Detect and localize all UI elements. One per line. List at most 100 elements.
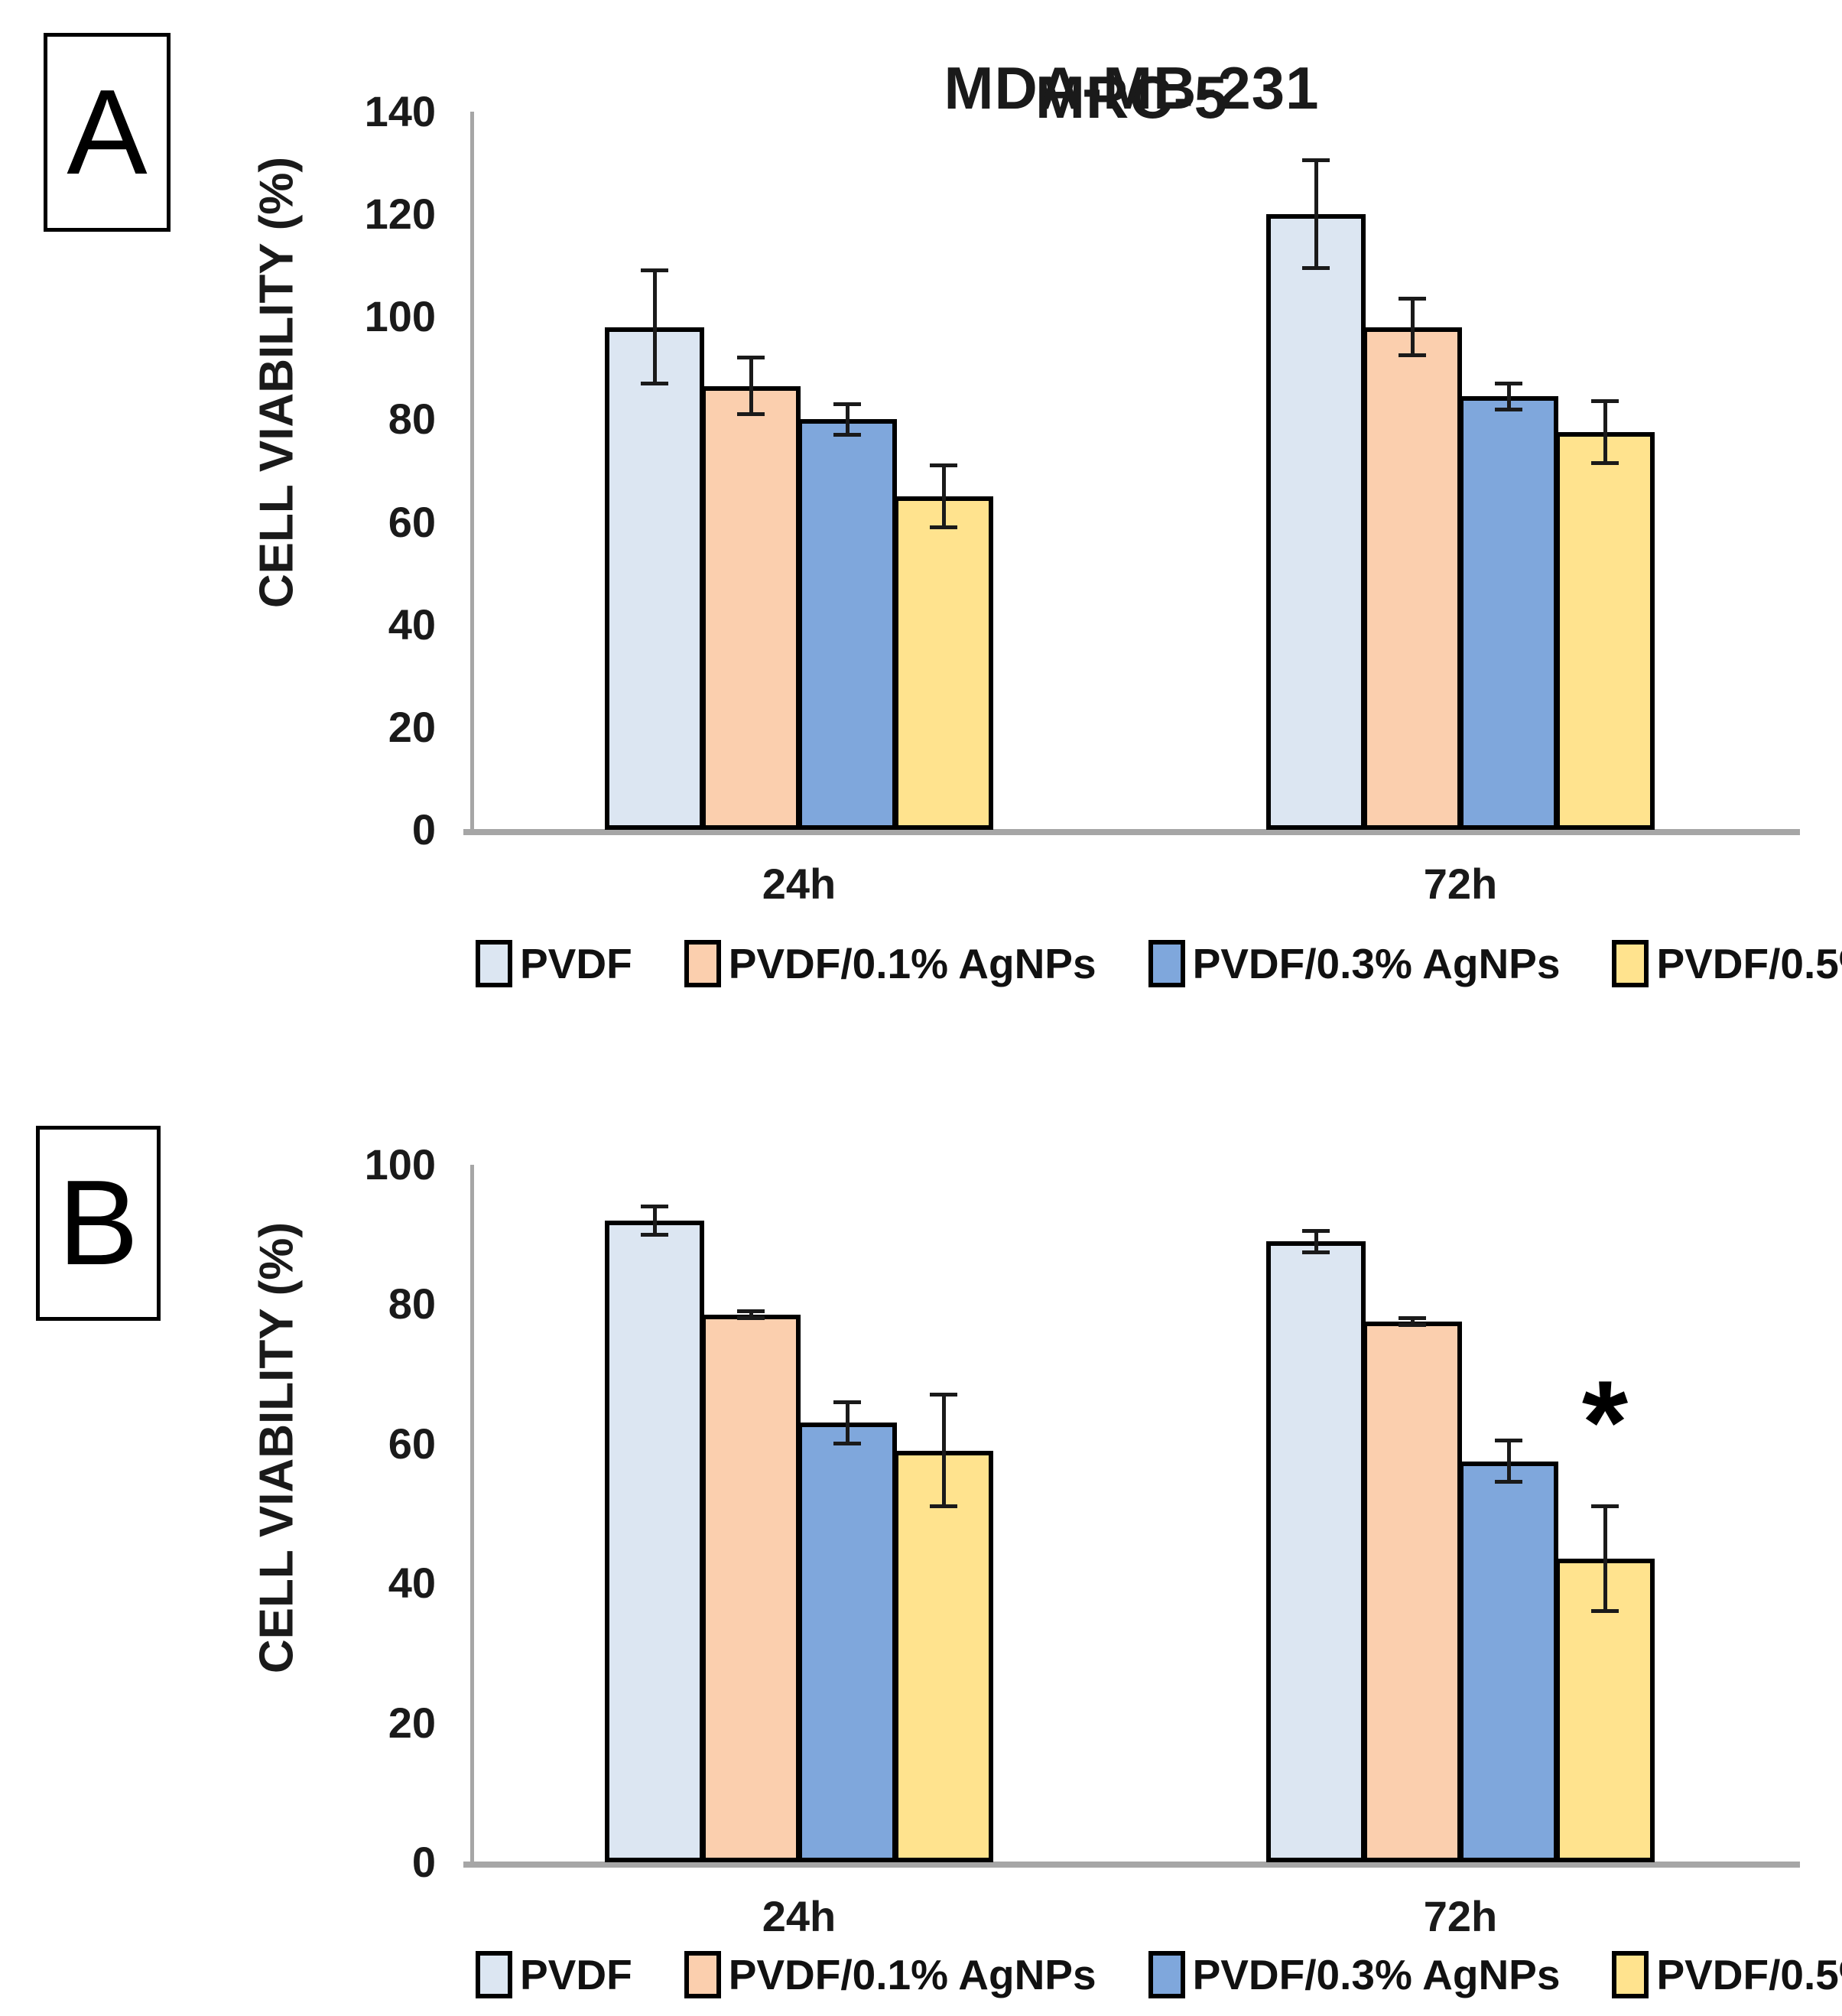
error-bar-cap xyxy=(1591,1609,1619,1614)
error-bar-cap xyxy=(833,1442,861,1446)
y-tick-label: 40 xyxy=(388,1559,436,1608)
error-bar xyxy=(749,357,753,415)
bar-72h-pvdf-0-1-agnps xyxy=(1363,1322,1462,1862)
y-tick-label: 60 xyxy=(388,497,436,546)
legend-label: PVDF/0.3% AgNPs xyxy=(1192,940,1561,987)
error-bar-cap xyxy=(737,412,765,417)
error-bar-cap xyxy=(1591,460,1619,465)
error-bar-cap xyxy=(1302,266,1330,271)
chart-a-legend: PVDF PVDF/0.1% AgNPs PVDF/0.3% AgNPs PVDF/0… xyxy=(476,939,1842,988)
y-tick-label: 80 xyxy=(388,395,436,444)
error-bar-cap xyxy=(930,1393,957,1397)
bar-24h-pvdf-0-5-agnps xyxy=(894,496,993,830)
legend-item: PVDF/0.5% AgNPs xyxy=(1612,1950,1842,1999)
bar-72h-pvdf-0-1-agnps xyxy=(1363,327,1462,830)
panel-b-label: B xyxy=(57,1156,139,1290)
error-bar-cap xyxy=(1495,1438,1522,1442)
panel-b: B MDA-MB-231 CELL VIABILITY (%) 0 20 40 60 8… xyxy=(0,54,1842,2016)
panel-a: A MRC-5 CELL VIABILITY (%) 0 20 40 60 80 100 1… xyxy=(44,33,1842,988)
y-tick-label: 100 xyxy=(364,1140,436,1188)
error-bar-cap xyxy=(1591,1504,1619,1509)
legend-label: PVDF/0.1% AgNPs xyxy=(728,1951,1096,1998)
error-bar-cap xyxy=(930,525,957,529)
error-bar-cap xyxy=(737,1316,765,1321)
error-bar-cap xyxy=(1495,1480,1522,1484)
error-bar-cap xyxy=(1495,407,1522,411)
legend-item: PVDF xyxy=(476,939,632,988)
error-bar-cap xyxy=(833,433,861,437)
x-category-label: 24h xyxy=(762,1892,837,1940)
error-bar-cap xyxy=(1495,381,1522,385)
legend-item: PVDF/0.1% AgNPs xyxy=(684,939,1096,988)
y-axis-line xyxy=(470,112,474,830)
legend-swatch xyxy=(684,1951,721,1998)
error-bar-cap xyxy=(833,402,861,406)
panel-a-label-box: A xyxy=(44,33,171,232)
bar-24h-pvdf-0-5-agnps xyxy=(894,1450,993,1862)
error-bar xyxy=(845,1402,850,1444)
y-tick-label: 0 xyxy=(411,1838,436,1886)
legend-swatch xyxy=(684,940,721,987)
error-bar xyxy=(941,465,946,528)
error-bar xyxy=(1410,298,1415,356)
legend-item: PVDF/0.5% AgNPs xyxy=(1612,939,1842,988)
legend-item: PVDF xyxy=(476,1950,632,1999)
error-bar-cap xyxy=(1399,1323,1426,1328)
x-category-label: 72h xyxy=(1423,1892,1498,1940)
significance-asterisk: * xyxy=(1581,1355,1629,1488)
legend-label: PVDF/0.5% AgNPs xyxy=(1656,940,1842,987)
error-bar xyxy=(845,404,850,435)
error-bar-cap xyxy=(737,356,765,360)
error-bar-cap xyxy=(641,1205,668,1209)
error-bar xyxy=(1410,1318,1415,1325)
error-bar xyxy=(1506,383,1511,410)
chart-b-title: MDA-MB-231 xyxy=(944,54,1320,122)
y-tick-label: 140 xyxy=(364,87,436,135)
error-bar-cap xyxy=(1399,1316,1426,1321)
legend-swatch xyxy=(476,1951,512,1998)
y-tick-label: 120 xyxy=(364,190,436,239)
bar-24h-pvdf-0-3-agnps xyxy=(798,419,897,830)
error-bar xyxy=(1603,401,1607,463)
x-axis-line xyxy=(463,1862,1800,1868)
error-bar-cap xyxy=(1591,399,1619,404)
y-tick-label: 20 xyxy=(388,702,436,751)
legend-swatch xyxy=(476,940,512,987)
error-bar xyxy=(652,270,657,384)
error-bar xyxy=(1314,1231,1318,1252)
legend-swatch xyxy=(1148,1951,1185,1998)
error-bar-cap xyxy=(1302,1250,1330,1254)
bar-72h-pvdf-0-3-agnps xyxy=(1459,396,1558,830)
error-bar-cap xyxy=(930,1504,957,1509)
legend-label: PVDF/0.1% AgNPs xyxy=(728,940,1096,987)
bar-72h-pvdf xyxy=(1266,214,1366,830)
bar-72h-pvdf-0-3-agnps xyxy=(1459,1461,1558,1862)
y-tick-label: 0 xyxy=(411,805,436,854)
y-tick-label: 20 xyxy=(388,1698,436,1747)
bar-24h-pvdf-0-3-agnps xyxy=(798,1423,897,1862)
legend-swatch xyxy=(1612,1951,1649,1998)
error-bar xyxy=(652,1206,657,1235)
chart-a-plot-area: 0 20 40 60 80 100 120 140 24h 72h xyxy=(365,89,1800,908)
y-tick-label: 100 xyxy=(364,292,436,341)
legend-item: PVDF/0.1% AgNPs xyxy=(684,1950,1096,1999)
legend-item: PVDF/0.3% AgNPs xyxy=(1148,1950,1560,1999)
bar-24h-pvdf xyxy=(605,327,704,830)
legend-label: PVDF xyxy=(520,940,632,987)
chart-b-legend: PVDF PVDF/0.1% AgNPs PVDF/0.3% AgNPs PVDF/0… xyxy=(476,1950,1842,1999)
legend-item: PVDF/0.3% AgNPs xyxy=(1148,939,1561,988)
error-bar xyxy=(1603,1506,1607,1611)
error-bar xyxy=(1506,1440,1511,1482)
error-bar xyxy=(1314,160,1318,268)
error-bar-cap xyxy=(1399,353,1426,358)
x-category-label: 72h xyxy=(1423,860,1498,908)
error-bar-cap xyxy=(737,1309,765,1314)
legend-swatch xyxy=(1148,940,1185,987)
error-bar-cap xyxy=(641,381,668,385)
panel-a-label: A xyxy=(67,64,148,200)
y-axis-line xyxy=(470,1165,474,1862)
error-bar-cap xyxy=(833,1400,861,1404)
x-category-label: 24h xyxy=(762,860,837,908)
error-bar-cap xyxy=(1399,297,1426,301)
